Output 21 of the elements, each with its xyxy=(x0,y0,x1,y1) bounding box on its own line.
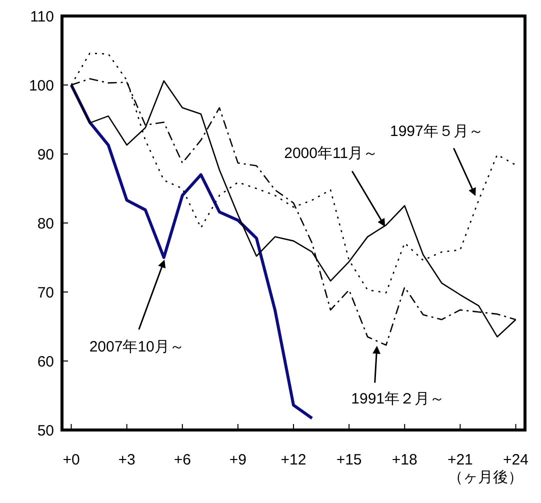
y-tick-label: 80 xyxy=(37,215,54,232)
annotation: 2000年11月～ xyxy=(284,145,378,162)
annotation: 2007年10月～ xyxy=(89,338,184,356)
y-tick-label: 50 xyxy=(37,422,54,440)
y-tick-label: 90 xyxy=(37,146,54,164)
y-tick-label: 60 xyxy=(37,353,54,370)
x-axis-title: （ヶ月後） xyxy=(448,469,523,486)
x-tick-label: +24 xyxy=(503,452,528,469)
x-tick-label: +21 xyxy=(447,452,473,469)
x-tick-label: +18 xyxy=(392,452,418,469)
x-tick-label: +0 xyxy=(62,452,80,469)
x-tick-label: +3 xyxy=(118,452,136,469)
x-tick-label: +9 xyxy=(229,452,246,469)
y-tick-label: 70 xyxy=(37,284,54,302)
y-tick-label: 110 xyxy=(30,8,54,26)
annotation: 1991年２月～ xyxy=(351,390,445,408)
x-tick-label: +12 xyxy=(280,452,306,469)
x-tick-label: +15 xyxy=(336,452,362,469)
x-tick-label: +6 xyxy=(174,452,191,469)
y-tick-label: 100 xyxy=(28,77,54,94)
annotation: 1997年５月～ xyxy=(390,123,484,140)
